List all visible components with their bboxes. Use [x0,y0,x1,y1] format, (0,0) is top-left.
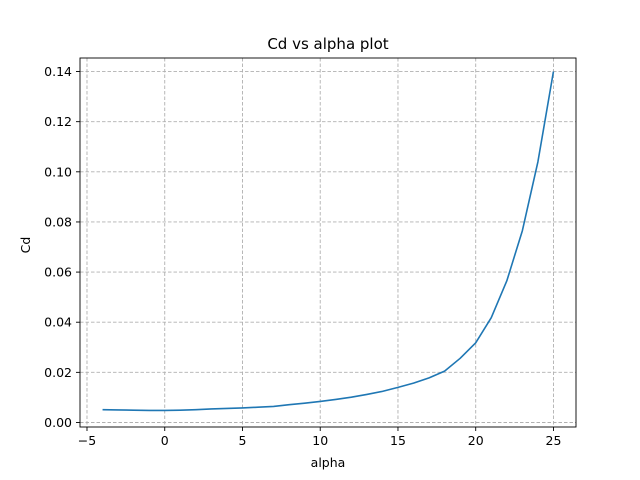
y-tick-label: 0.04 [44,315,72,330]
axes [79,57,577,428]
ticks: −5 0 5 10 15 20 25 0.00 0.02 0.04 0.06 0.08 0.10 0.12… [44,64,561,448]
y-tick-label: 0.08 [44,214,72,229]
chart-title: Cd vs alpha plot [267,35,388,53]
y-axis-label: Cd [18,237,33,254]
plot-frame [79,57,577,428]
series-line-0 [102,71,555,412]
y-tick-label: 0.02 [44,365,72,380]
x-tick-label: 0 [161,433,169,448]
y-tick-label: 0.06 [44,265,72,280]
y-tick-label: 0.10 [44,164,72,179]
x-tick-label: 20 [468,433,484,448]
x-tick-label: −5 [78,433,96,448]
x-tick-label: 15 [390,433,406,448]
y-tick-label: 0.00 [44,415,72,430]
y-tick-label: 0.14 [44,64,72,79]
x-axis-label: alpha [311,455,346,470]
x-tick-label: 10 [312,433,328,448]
x-tick-label: 25 [546,433,562,448]
data-series [102,71,555,412]
x-tick-label: 5 [239,433,247,448]
grid-lines [80,58,576,427]
y-tick-label: 0.12 [44,114,72,129]
